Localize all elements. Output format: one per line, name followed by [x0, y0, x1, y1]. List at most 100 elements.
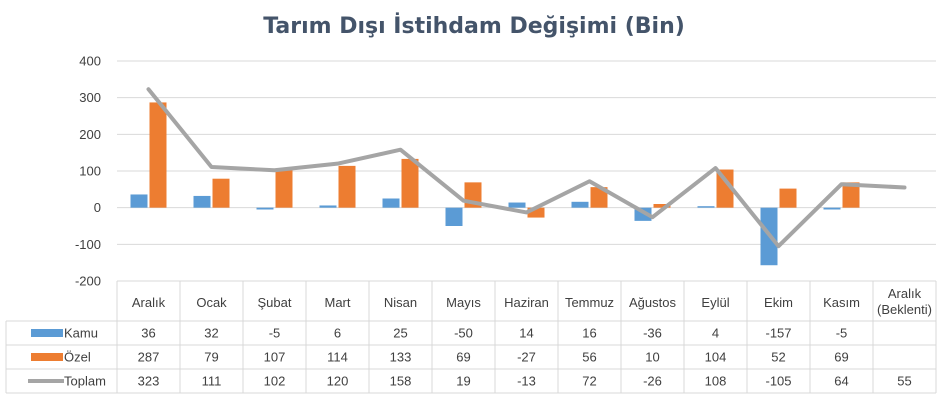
line-point — [714, 166, 717, 170]
data-label: 114 — [327, 350, 348, 365]
category-label: Şubat — [258, 295, 292, 310]
bar-özel — [338, 165, 356, 208]
category-label: Ekim — [764, 295, 793, 310]
data-label: -50 — [454, 326, 473, 341]
category-label: Mayıs — [446, 295, 481, 310]
data-label: 25 — [393, 326, 407, 341]
data-label: 287 — [138, 350, 160, 365]
bar-özel — [842, 182, 860, 208]
data-label: 19 — [456, 374, 470, 389]
bar-özel — [590, 187, 608, 208]
line-point — [273, 168, 276, 172]
category-label: Nisan — [384, 295, 417, 310]
legend-color-key — [31, 329, 63, 337]
data-label: -5 — [836, 326, 848, 341]
y-tick-label: 300 — [79, 90, 101, 105]
data-label: 108 — [705, 374, 727, 389]
legend-label: Toplam — [64, 374, 106, 389]
line-point — [336, 162, 339, 166]
line-point — [399, 148, 402, 152]
category-label: Mart — [325, 295, 351, 310]
data-label: 55 — [897, 374, 911, 389]
legend-label: Özel — [64, 350, 91, 365]
line-point — [147, 87, 150, 91]
data-label: 79 — [204, 350, 218, 365]
bar-kamu — [193, 195, 211, 208]
data-label: -13 — [517, 374, 536, 389]
category-label: Aralık — [132, 295, 166, 310]
y-tick-label: 0 — [94, 200, 101, 215]
bar-kamu — [256, 207, 274, 210]
bar-kamu — [130, 194, 148, 208]
y-tick-label: 200 — [79, 127, 101, 142]
legend-kamu: Kamu — [31, 326, 98, 341]
bar-özel — [401, 158, 419, 208]
line-point — [462, 199, 465, 203]
data-label: 14 — [519, 326, 533, 341]
data-label: 69 — [834, 350, 848, 365]
data-label: 32 — [204, 326, 218, 341]
bar-özel — [653, 204, 671, 208]
line-point — [210, 165, 213, 169]
bars — [130, 102, 860, 266]
total-line — [146, 87, 907, 249]
data-label: 104 — [705, 350, 727, 365]
bar-kamu — [319, 205, 337, 208]
y-tick-label: -200 — [75, 274, 101, 289]
y-tick-label: 400 — [79, 54, 101, 69]
bar-kamu — [823, 207, 841, 210]
data-label: 10 — [645, 350, 659, 365]
bar-özel — [149, 102, 167, 208]
category-label: Eylül — [701, 295, 729, 310]
data-table: Aralık Ocak Şubat Mart Nisan Mayıs Haziran Temm… — [5, 280, 937, 394]
data-label: 72 — [582, 374, 596, 389]
data-label: 6 — [334, 326, 341, 341]
data-label: 323 — [138, 374, 160, 389]
legend-toplam: Toplam — [28, 374, 106, 389]
data-label: -157 — [765, 326, 791, 341]
data-label: -105 — [765, 374, 791, 389]
data-label: 120 — [327, 374, 349, 389]
category-label: Haziran — [504, 295, 549, 310]
data-label: -26 — [643, 374, 662, 389]
data-label: 102 — [264, 374, 286, 389]
data-label: 111 — [202, 374, 222, 389]
bar-özel — [212, 178, 230, 208]
legend-color-key — [31, 353, 63, 361]
data-label: 36 — [141, 326, 155, 341]
category-label: Ocak — [196, 295, 227, 310]
category-label: Kasım — [823, 295, 860, 310]
line-toplam — [146, 87, 907, 249]
y-axis-ticks: 400 300 200 100 0 -100 -200 — [75, 54, 101, 289]
line-point — [840, 182, 843, 186]
data-label: 56 — [582, 350, 596, 365]
data-label: 158 — [390, 374, 412, 389]
line-point — [525, 210, 528, 214]
bar-kamu — [382, 198, 400, 208]
chart-title: Tarım Dışı İstihdam Değişimi (Bin) — [263, 13, 685, 39]
line-point — [777, 244, 780, 248]
gridlines — [117, 60, 936, 282]
data-label: 52 — [771, 350, 785, 365]
data-label: 69 — [456, 350, 470, 365]
line-point — [903, 186, 906, 189]
data-label: 107 — [264, 350, 286, 365]
bar-kamu — [571, 201, 589, 208]
data-label: -5 — [269, 326, 281, 341]
data-label: 64 — [834, 374, 848, 389]
line-point — [651, 215, 654, 219]
data-label: 133 — [390, 350, 412, 365]
bar-özel — [779, 188, 797, 208]
data-label: -27 — [517, 350, 536, 365]
bar-kamu — [508, 202, 526, 208]
category-label: Temmuz — [565, 295, 614, 310]
category-label: Ağustos — [629, 295, 676, 310]
bar-kamu — [445, 207, 463, 226]
y-tick-label: 100 — [79, 164, 101, 179]
bar-kamu — [697, 206, 715, 208]
category-label: Aralık (Beklenti) — [877, 286, 932, 317]
legend-özel: Özel — [31, 350, 91, 365]
bar-özel — [716, 169, 734, 208]
legend-label: Kamu — [64, 326, 98, 341]
